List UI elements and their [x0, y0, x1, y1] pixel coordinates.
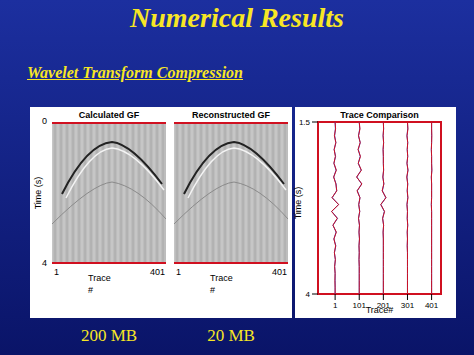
svg-text:1: 1: [333, 301, 338, 310]
svg-text:301: 301: [401, 301, 415, 310]
svg-text:4: 4: [306, 290, 311, 299]
svg-text:401: 401: [425, 301, 439, 310]
svg-text:1.5: 1.5: [299, 118, 311, 127]
svg-text:101: 101: [353, 301, 367, 310]
svg-text:201: 201: [377, 301, 391, 310]
